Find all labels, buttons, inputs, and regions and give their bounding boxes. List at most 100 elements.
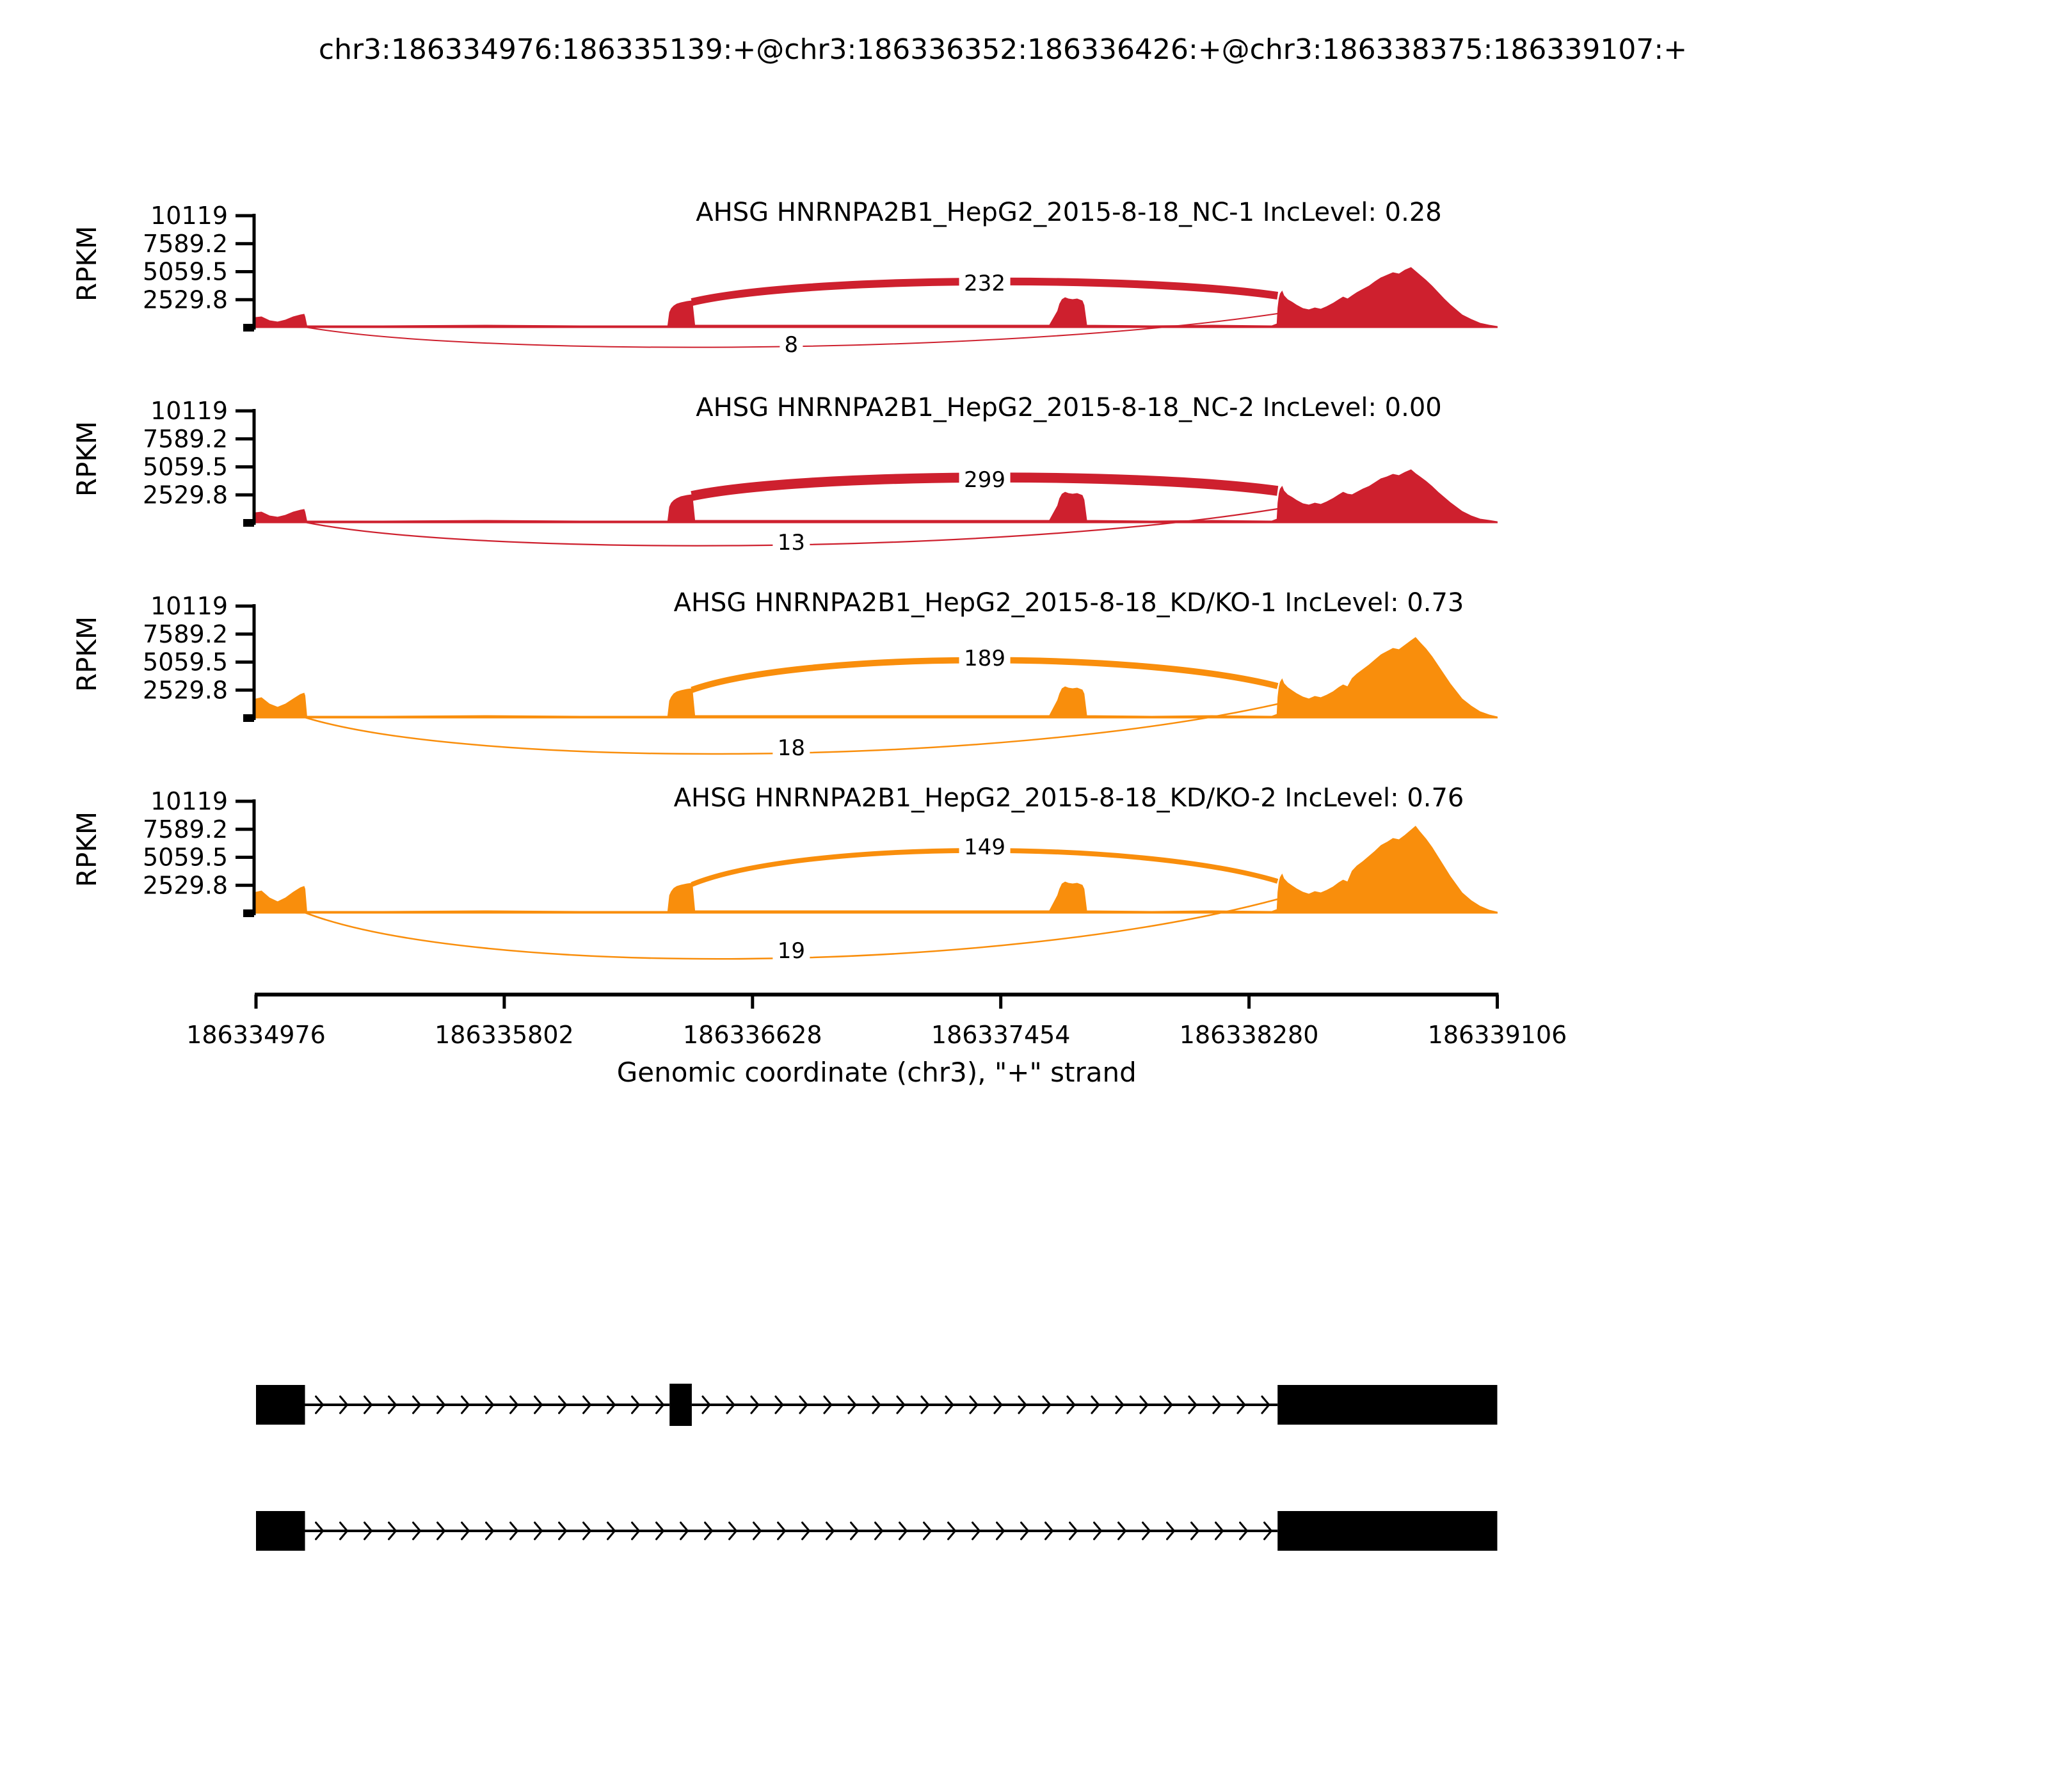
- strand-arrow-icon: [774, 1395, 784, 1414]
- strand-arrow-icon: [607, 1521, 616, 1540]
- strand-arrow-icon: [850, 1521, 860, 1540]
- strand-arrow-icon: [1091, 1395, 1100, 1414]
- strand-arrow-icon: [704, 1521, 714, 1540]
- strand-arrow-icon: [753, 1521, 762, 1540]
- y-tick-label: 7589.2: [143, 815, 228, 844]
- strand-arrow-icon: [1066, 1395, 1076, 1414]
- y-axis-title: RPKM: [71, 421, 102, 497]
- x-tick-label: 186337454: [931, 1021, 1071, 1049]
- track-title: AHSG HNRNPA2B1_HepG2_2015-8-18_NC-2 IncL…: [696, 393, 1442, 422]
- junction-count-label: 13: [778, 530, 805, 556]
- y-tick-label: 7589.2: [143, 425, 228, 453]
- strand-arrow-icon: [534, 1521, 543, 1540]
- strand-arrow-icon: [582, 1521, 592, 1540]
- strand-arrow-icon: [920, 1395, 930, 1414]
- strand-arrow-icon: [388, 1395, 397, 1414]
- junction-arc-skipping: [305, 898, 1278, 960]
- exon-box: [669, 1384, 692, 1426]
- strand-arrow-icon: [826, 1521, 835, 1540]
- y-axis-baseline-tick: [243, 714, 254, 722]
- track-title: AHSG HNRNPA2B1_HepG2_2015-8-18_KD/KO-2 I…: [674, 783, 1464, 813]
- coverage-area: [255, 826, 1498, 914]
- y-axis-title: RPKM: [71, 812, 102, 887]
- plot-title: chr3:186334976:186335139:+@chr3:18633635…: [319, 33, 1687, 66]
- x-axis-title: Genomic coordinate (chr3), "+" strand: [617, 1057, 1137, 1088]
- strand-arrow-icon: [339, 1521, 349, 1540]
- strand-arrow-icon: [1188, 1395, 1197, 1414]
- strand-arrow-icon: [1263, 1521, 1273, 1540]
- strand-arrow-icon: [1042, 1395, 1052, 1414]
- strand-arrow-icon: [1164, 1395, 1173, 1414]
- strand-arrow-icon: [1212, 1395, 1222, 1414]
- strand-arrow-icon: [461, 1395, 470, 1414]
- y-axis-title: RPKM: [71, 616, 102, 692]
- y-tick-label: 2529.8: [143, 871, 228, 899]
- strand-arrow-icon: [1069, 1521, 1078, 1540]
- strand-arrow-icon: [1018, 1395, 1027, 1414]
- x-tick-label: 186334976: [186, 1021, 326, 1049]
- inclusion-isoform: [256, 1384, 1498, 1426]
- exon-box: [1277, 1511, 1498, 1551]
- junction-count-label: 189: [964, 646, 1005, 671]
- y-tick-label: 2529.8: [143, 285, 228, 314]
- strand-arrow-icon: [1115, 1395, 1124, 1414]
- strand-arrow-icon: [534, 1395, 543, 1414]
- junction-label-bg: [780, 332, 803, 357]
- strand-arrow-icon: [1236, 1395, 1246, 1414]
- strand-arrow-icon: [388, 1521, 397, 1540]
- strand-arrow-icon: [461, 1521, 470, 1540]
- strand-arrow-icon: [655, 1395, 665, 1414]
- strand-arrow-icon: [750, 1395, 760, 1414]
- track-title: AHSG HNRNPA2B1_HepG2_2015-8-18_NC-1 IncL…: [696, 198, 1442, 227]
- strand-arrow-icon: [945, 1395, 954, 1414]
- strand-arrow-icon: [847, 1395, 857, 1414]
- strand-arrow-icon: [728, 1521, 738, 1540]
- strand-arrow-icon: [923, 1521, 932, 1540]
- isoform-diagrams: [256, 1384, 1498, 1551]
- strand-arrow-icon: [1093, 1521, 1103, 1540]
- strand-arrow-icon: [801, 1521, 811, 1540]
- y-tick-label: 5059.5: [143, 453, 228, 481]
- y-tick-label: 7589.2: [143, 620, 228, 648]
- x-tick-label: 186335802: [435, 1021, 574, 1049]
- strand-arrow-icon: [315, 1395, 324, 1414]
- strand-arrow-icon: [558, 1521, 568, 1540]
- junction-count-label: 232: [964, 271, 1005, 296]
- y-tick-label: 2529.8: [143, 676, 228, 704]
- strand-arrow-icon: [799, 1395, 808, 1414]
- x-tick-label: 186339106: [1428, 1021, 1567, 1049]
- junction-count-label: 8: [785, 332, 799, 358]
- y-axis-baseline-tick: [243, 324, 254, 332]
- exon-box: [1277, 1385, 1498, 1425]
- strand-arrow-icon: [339, 1395, 349, 1414]
- y-tick-label: 5059.5: [143, 648, 228, 676]
- coverage-area: [255, 637, 1498, 719]
- strand-arrow-icon: [631, 1521, 641, 1540]
- x-axis: 186334976 186335802 186336628 186337454 1863…: [186, 993, 1567, 1088]
- strand-arrow-icon: [947, 1521, 957, 1540]
- strand-arrow-icon: [1215, 1521, 1224, 1540]
- exon-box: [256, 1511, 305, 1551]
- strand-arrow-icon: [896, 1395, 906, 1414]
- strand-arrow-icon: [1044, 1521, 1054, 1540]
- junction-count-label: 149: [964, 835, 1005, 860]
- junction-arc-skipping: [305, 313, 1278, 348]
- strand-arrow-icon: [364, 1521, 373, 1540]
- y-axis-title: RPKM: [71, 226, 102, 301]
- strand-arrow-icon: [558, 1395, 568, 1414]
- strand-arrow-icon: [412, 1521, 422, 1540]
- strand-arrow-icon: [726, 1395, 735, 1414]
- strand-arrow-icon: [485, 1395, 495, 1414]
- strand-arrow-icon: [1190, 1521, 1200, 1540]
- strand-arrow-icon: [607, 1395, 616, 1414]
- coverage-area: [255, 469, 1498, 524]
- strand-arrow-icon: [777, 1521, 787, 1540]
- strand-arrow-icon: [436, 1395, 446, 1414]
- y-tick-label: 7589.2: [143, 230, 228, 258]
- y-axis-baseline-tick: [243, 909, 254, 917]
